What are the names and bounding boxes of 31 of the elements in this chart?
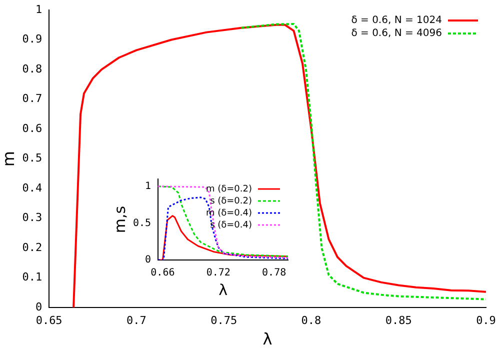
y-tick-label: 0.6 — [22, 122, 42, 135]
x-tick-label: 0.65 — [36, 314, 62, 328]
y-tick-label: 0.5 — [22, 152, 42, 165]
x-tick-label: 0.85 — [385, 314, 412, 328]
y-tick-label: 0.4 — [22, 181, 42, 194]
y-tick-label: 1 — [145, 180, 152, 192]
legend-label: m (δ=0.4) — [206, 208, 252, 218]
y-tick-label: 0.8 — [22, 62, 42, 76]
y-tick-label: 0 — [35, 300, 42, 314]
y-tick-label: 0.5 — [133, 218, 152, 229]
x-tick-label: 0.72 — [206, 268, 230, 279]
y-tick-label: 0.9 — [22, 32, 42, 46]
legend-label: δ = 0.6, N = 1024 — [351, 15, 442, 26]
y-tick-label: 0.2 — [22, 240, 42, 254]
x-tick-label: 0.78 — [262, 268, 286, 279]
x-tick-label: 0.75 — [210, 314, 238, 328]
y-axis-title: m,s — [110, 206, 129, 234]
x-tick-label: 0.66 — [150, 268, 175, 279]
x-axis-title: λ — [262, 330, 272, 349]
y-tick-label: 0 — [145, 254, 152, 266]
y-tick-label: 0.1 — [22, 270, 42, 284]
legend-label: δ = 0.6, N = 4096 — [351, 28, 442, 40]
y-tick-label: 0.3 — [22, 211, 42, 224]
x-tick-label: 0.9 — [476, 314, 496, 328]
y-tick-label: 1 — [35, 2, 42, 16]
x-tick-label: 0.8 — [301, 314, 322, 328]
x-axis-title: λ — [218, 280, 228, 299]
y-tick-label: 0.7 — [22, 92, 42, 106]
legend-label: m (δ=0.2) — [206, 184, 252, 194]
y-axis-title: m — [0, 151, 18, 167]
legend-label: s (δ=0.2) — [210, 196, 252, 206]
